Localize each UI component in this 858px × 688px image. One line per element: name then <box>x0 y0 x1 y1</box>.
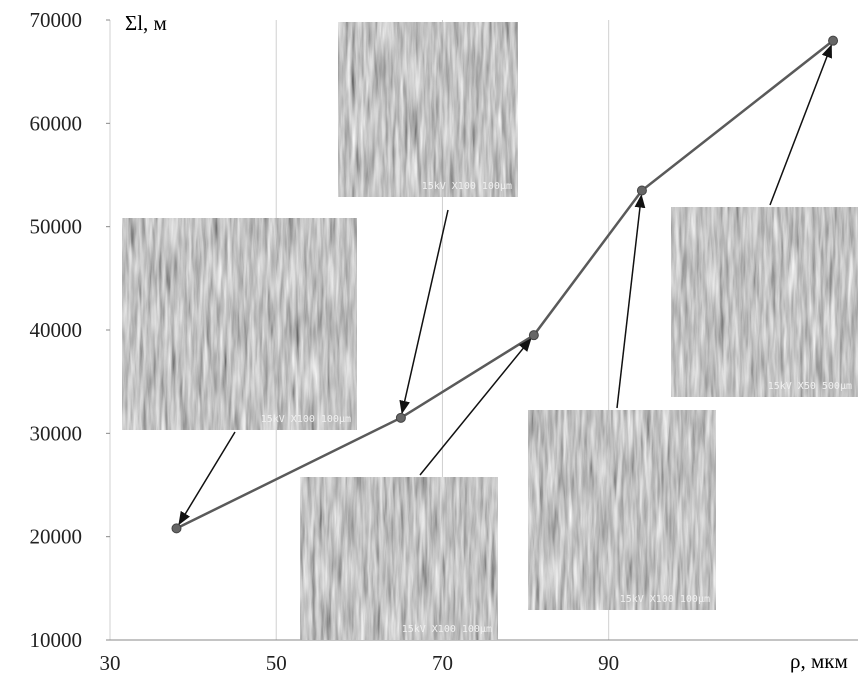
arrow <box>616 194 646 409</box>
sem-image: 15kV X100 100μm <box>338 22 518 197</box>
image-texture <box>528 410 716 610</box>
x-tick-label: 90 <box>598 651 619 675</box>
data-point <box>528 330 539 341</box>
arrow <box>178 431 236 526</box>
data-point <box>171 523 182 534</box>
data-point <box>636 185 647 196</box>
y-tick-label: 20000 <box>30 525 83 549</box>
arrow <box>419 337 532 476</box>
image-texture <box>122 218 357 430</box>
x-axis-label: ρ, мкм <box>790 649 848 673</box>
y-axis-label: Σl, м <box>125 11 167 35</box>
image-texture <box>338 22 518 197</box>
data-point <box>828 35 839 46</box>
sem-image: 15kV X100 100μm <box>528 410 716 610</box>
data-point <box>395 412 406 423</box>
y-tick-label: 70000 <box>30 8 83 32</box>
image-caption: 15kV X100 100μm <box>261 414 351 425</box>
y-tick-label: 40000 <box>30 318 83 342</box>
sem-image: 15kV X100 100μm <box>300 477 498 640</box>
image-caption: 15kV X100 100μm <box>402 624 492 635</box>
x-tick-label: 30 <box>100 651 121 675</box>
sem-image: 15kV X100 100μm <box>122 218 357 430</box>
sem-image: 15kV X50 500μm <box>671 207 858 397</box>
arrow <box>769 44 832 206</box>
y-tick-label: 30000 <box>30 421 83 445</box>
x-tick-label: 50 <box>266 651 287 675</box>
image-caption: 15kV X50 500μm <box>768 381 852 392</box>
y-tick-label: 10000 <box>30 628 83 652</box>
y-tick-label: 60000 <box>30 111 83 135</box>
image-caption: 15kV X100 100μm <box>620 594 710 605</box>
image-texture <box>671 207 858 397</box>
y-tick-label: 50000 <box>30 215 83 239</box>
arrow <box>399 209 449 415</box>
image-caption: 15kV X100 100μm <box>422 181 512 192</box>
x-tick-label: 70 <box>432 651 453 675</box>
image-texture <box>300 477 498 640</box>
